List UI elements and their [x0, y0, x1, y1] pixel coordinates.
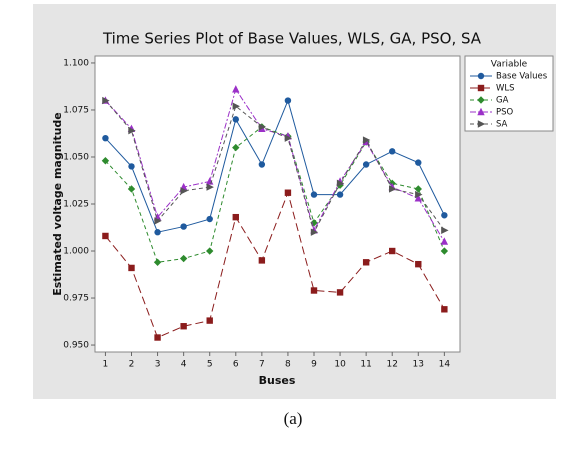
marker [206, 317, 213, 324]
x-tick-label: 7 [259, 360, 265, 370]
marker [336, 179, 345, 188]
legend-label: SA [496, 120, 508, 130]
y-tick-label: 1.025 [63, 200, 89, 210]
marker [414, 185, 422, 193]
marker [101, 157, 110, 165]
marker [415, 159, 422, 166]
legend-box [464, 55, 554, 132]
marker [362, 259, 370, 266]
caption: (a) [284, 409, 303, 428]
marker [414, 194, 422, 202]
marker [389, 148, 396, 155]
plot-area [94, 55, 461, 353]
legend-label: Base Values [496, 72, 548, 82]
marker [232, 85, 240, 93]
marker [102, 96, 110, 105]
marker [258, 161, 266, 168]
marker [441, 212, 448, 219]
marker [441, 226, 449, 235]
series-line [105, 100, 445, 234]
x-tick-label: 8 [285, 360, 291, 370]
marker [477, 120, 486, 128]
marker [477, 107, 485, 116]
marker [232, 102, 240, 110]
marker [440, 237, 449, 245]
marker [362, 136, 371, 144]
marker [389, 247, 396, 255]
marker [179, 254, 188, 263]
marker [336, 289, 344, 296]
marker [154, 334, 161, 341]
marker [232, 143, 240, 152]
marker [180, 187, 188, 195]
marker [440, 247, 449, 255]
marker [284, 97, 292, 104]
y-axis-label: Estimated voltage magnitude [51, 112, 64, 296]
x-tick-label: 12 [386, 360, 397, 370]
marker [415, 260, 422, 268]
x-axis-label: Buses [259, 374, 296, 387]
marker [127, 185, 136, 193]
marker [206, 247, 214, 255]
marker [310, 191, 318, 198]
x-tick-label: 1 [103, 360, 109, 370]
marker [154, 217, 162, 225]
x-tick-label: 9 [311, 360, 317, 370]
x-tick-label: 14 [439, 360, 451, 370]
chart-title: Time Series Plot of Base Values, WLS, GA… [102, 30, 482, 48]
marker [415, 190, 423, 199]
marker [477, 84, 485, 92]
marker [258, 123, 267, 131]
y-tick-label: 1.050 [63, 152, 89, 162]
series-line [105, 126, 445, 263]
y-tick-label: 1.000 [63, 247, 89, 257]
marker [180, 223, 187, 230]
marker [477, 96, 485, 104]
x-tick-label: 5 [207, 360, 213, 370]
x-tick-label: 11 [360, 360, 371, 370]
x-tick-label: 6 [233, 360, 239, 370]
marker [180, 323, 187, 330]
marker [310, 228, 319, 236]
y-tick-label: 1.075 [63, 105, 89, 115]
legend-title: Variable [491, 60, 528, 70]
x-tick-label: 4 [181, 360, 187, 370]
x-tick-label: 2 [129, 360, 135, 370]
marker [389, 185, 397, 193]
y-tick-label: 1.100 [63, 58, 89, 68]
marker [232, 116, 239, 123]
y-tick-label: 0.950 [63, 341, 89, 351]
marker [284, 189, 292, 196]
marker [477, 72, 485, 80]
marker [206, 183, 214, 191]
y-tick-label: 0.975 [63, 294, 89, 304]
marker [362, 161, 370, 168]
legend-label: WLS [496, 84, 515, 94]
x-tick-label: 10 [334, 360, 346, 370]
x-tick-label: 13 [413, 360, 424, 370]
legend-label: GA [496, 96, 509, 106]
x-tick-label: 3 [155, 360, 161, 370]
marker [102, 232, 109, 240]
marker [284, 134, 293, 142]
legend-label: PSO [496, 108, 514, 118]
marker [128, 163, 135, 170]
marker [206, 215, 213, 223]
marker [441, 306, 448, 313]
marker [128, 264, 135, 272]
marker [336, 191, 344, 198]
marker [232, 213, 239, 221]
marker [153, 258, 162, 266]
marker [310, 287, 318, 294]
marker [258, 257, 266, 264]
marker [102, 134, 109, 142]
series-line [105, 191, 445, 339]
marker [128, 126, 136, 135]
marker [154, 229, 161, 236]
